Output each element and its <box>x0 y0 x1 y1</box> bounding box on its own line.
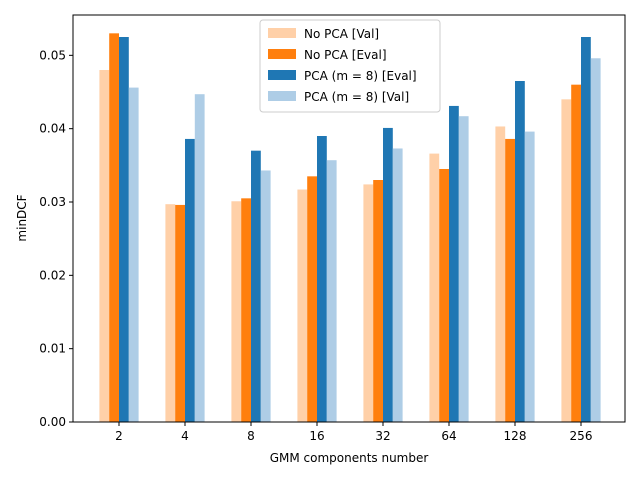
bar-series-1-64 <box>439 169 449 422</box>
bar-series-3-16 <box>326 160 337 422</box>
bar-series-3-8 <box>260 170 271 422</box>
bar-series-1-2 <box>109 33 119 422</box>
legend-label: PCA (m = 8) [Eval] <box>304 69 417 83</box>
legend-swatch <box>268 49 296 59</box>
legend-label: No PCA [Eval] <box>304 48 387 62</box>
bar-series-0-2 <box>99 70 110 422</box>
x-tick-label: 64 <box>441 429 456 443</box>
bar-series-1-256 <box>571 84 581 423</box>
y-tick-label: 0.03 <box>39 195 66 209</box>
bar-series-1-4 <box>175 204 185 422</box>
y-tick-label: 0.04 <box>39 122 66 136</box>
x-tick-label: 128 <box>504 429 527 443</box>
x-tick-label: 256 <box>570 429 593 443</box>
bar-series-3-4 <box>194 94 205 422</box>
legend-label: PCA (m = 8) [Val] <box>304 90 409 104</box>
bar-series-2-128 <box>515 81 525 422</box>
bar-series-0-128 <box>495 126 506 422</box>
x-tick-label: 2 <box>115 429 123 443</box>
bar-series-0-256 <box>561 99 572 422</box>
x-tick-label: 16 <box>309 429 324 443</box>
legend-swatch <box>268 70 296 80</box>
bar-series-1-32 <box>373 180 383 422</box>
bar-series-2-64 <box>449 105 459 423</box>
bar-series-2-32 <box>383 127 393 423</box>
y-tick-label: 0.02 <box>39 268 66 282</box>
bar-series-2-8 <box>251 150 261 423</box>
bar-series-0-16 <box>297 189 308 422</box>
bar-series-3-256 <box>590 58 601 423</box>
legend-swatch <box>268 28 296 38</box>
x-tick-label: 4 <box>181 429 189 443</box>
bar-series-2-4 <box>185 138 195 422</box>
bar-series-3-64 <box>458 116 469 422</box>
y-tick-label: 0.00 <box>39 415 66 429</box>
bar-series-0-64 <box>429 153 440 422</box>
bar-series-0-8 <box>231 201 242 422</box>
plot-frame <box>72 14 626 423</box>
legend: No PCA [Val] No PCA [Eval] PCA (m = 8) [Ev… <box>259 19 441 113</box>
bar-series-2-2 <box>119 37 129 422</box>
bar-series-3-2 <box>128 87 139 422</box>
bar-series-0-32 <box>363 184 374 422</box>
bar-series-3-128 <box>524 131 535 422</box>
x-tick-label: 8 <box>247 429 255 443</box>
bar-series-1-128 <box>505 138 515 422</box>
legend-swatch <box>268 91 296 101</box>
y-tick-label: 0.05 <box>39 48 66 62</box>
y-tick-label: 0.01 <box>39 342 66 356</box>
y-axis-ticks: 0.00 0.01 0.02 0.03 0.04 0.05 <box>39 48 73 429</box>
y-axis-label: minDCF <box>15 194 29 241</box>
bar-series-3-32 <box>392 148 403 422</box>
bar-series-1-8 <box>241 198 251 422</box>
x-axis-ticks: 2 4 8 16 32 64 128 256 <box>115 422 592 443</box>
bar-series-2-16 <box>317 136 327 422</box>
legend-frame <box>259 19 441 113</box>
bar-series-2-256 <box>581 37 591 422</box>
bars-group <box>99 33 601 423</box>
x-tick-label: 32 <box>375 429 390 443</box>
bar-series-1-16 <box>307 176 317 422</box>
bar-series-0-4 <box>165 204 176 422</box>
legend-label: No PCA [Val] <box>304 27 379 41</box>
x-axis-label: GMM components number <box>270 451 429 465</box>
